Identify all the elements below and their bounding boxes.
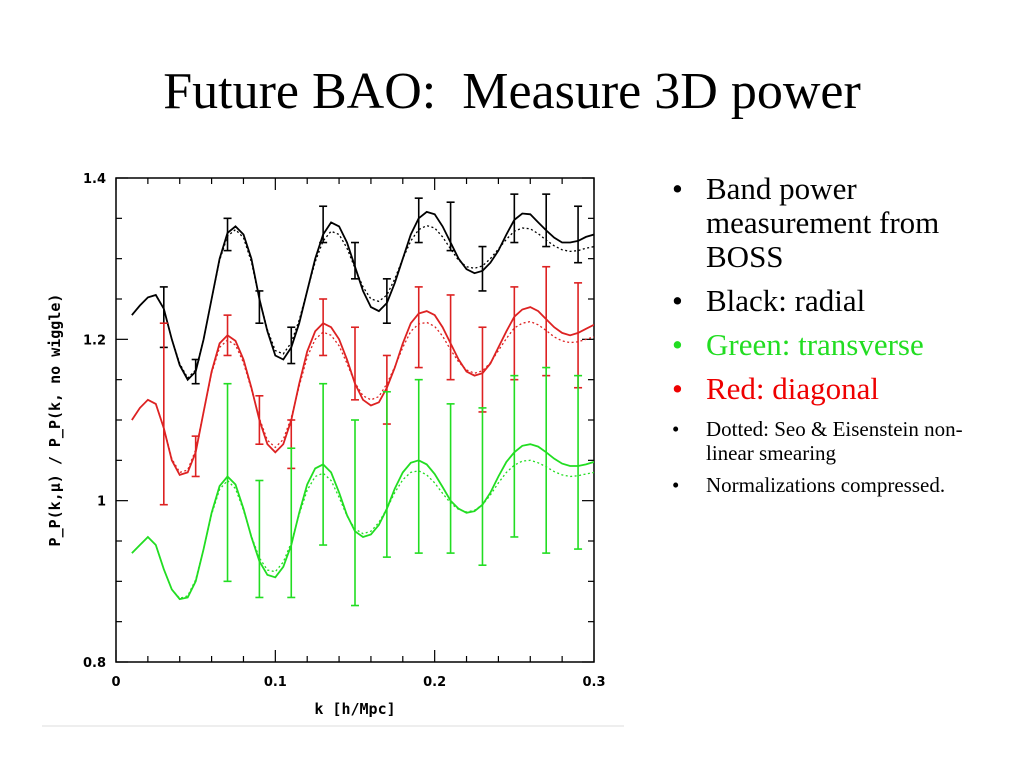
- y-tick-label: 1.4: [83, 172, 106, 187]
- series-0-dotted-line: [131, 224, 594, 380]
- series-1-solid-line: [131, 306, 594, 476]
- y-tick-label: 1: [97, 495, 106, 510]
- bullet-marker: •: [672, 472, 680, 497]
- bullet-text: Black: radial: [706, 283, 866, 319]
- x-tick-label: 0: [111, 675, 120, 690]
- bullet-item: • Dotted: Seo & Eisenstein non-linear sme…: [668, 417, 1008, 465]
- series-2-dotted-line: [131, 459, 594, 600]
- bao-power-chart: 0 0.1 0.2 0.3 0.8 1 1.2 1.4 k [h/Mpc] P_P(k,μ) / …: [42, 172, 624, 727]
- bullet-text: Dotted: Seo & Eisenstein non-linear smea…: [706, 416, 963, 465]
- y-tick-label: 1.2: [83, 333, 106, 348]
- bullet-text: Red: diagonal: [706, 371, 880, 407]
- bullet-item: • Red: diagonal: [668, 372, 1008, 406]
- bullet-item: • Black: radial: [668, 284, 1008, 318]
- series-1-dotted-line: [131, 320, 594, 474]
- y-tick-label: 0.8: [83, 656, 106, 671]
- bullet-text: Band power measurement from BOSS: [706, 171, 940, 275]
- bullet-item: • Band power measurement from BOSS: [668, 171, 1008, 275]
- bullet-item: • Normalizations compressed.: [668, 473, 1008, 497]
- bullet-text: Normalizations compressed.: [706, 472, 946, 497]
- x-tick-label: 0.3: [582, 675, 605, 690]
- bullet-marker: •: [672, 283, 683, 319]
- bullet-item: • Green: transverse: [668, 328, 1008, 362]
- bullet-marker: •: [672, 327, 683, 363]
- x-tick-label: 0.1: [264, 675, 287, 690]
- x-axis-title: k [h/Mpc]: [314, 700, 395, 718]
- chart-container: 0 0.1 0.2 0.3 0.8 1 1.2 1.4 k [h/Mpc] P_P(k,μ) / …: [38, 160, 628, 730]
- x-tick-label: 0.2: [423, 675, 446, 690]
- bullet-marker: •: [672, 171, 683, 206]
- bullet-marker: •: [672, 416, 680, 441]
- bullet-list: • Band power measurement from BOSS • Black:…: [668, 171, 1008, 505]
- y-axis-title: P_P(k,μ) / P_P(k, no wiggle): [46, 294, 64, 547]
- bullet-text: Green: transverse: [706, 327, 924, 363]
- series-2-solid-line: [131, 443, 594, 601]
- slide-title: Future BAO: Measure 3D power: [163, 63, 861, 120]
- bullet-marker: •: [672, 371, 683, 407]
- series-0-solid-line: [131, 210, 594, 382]
